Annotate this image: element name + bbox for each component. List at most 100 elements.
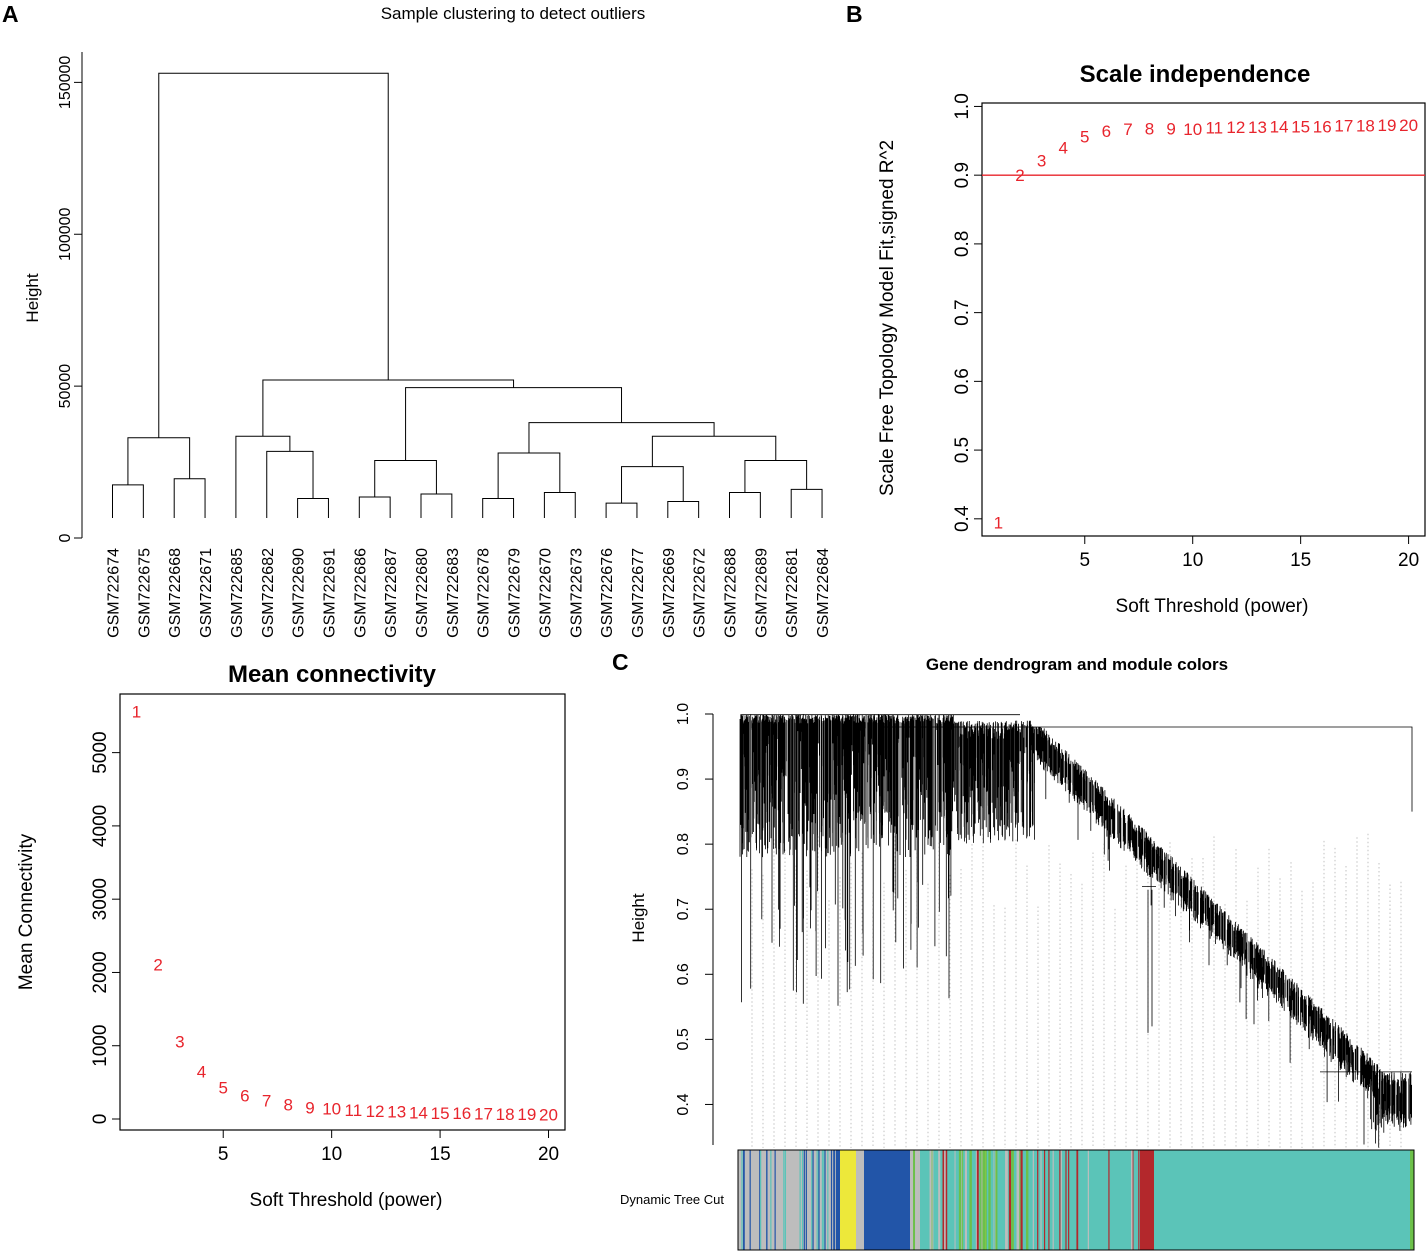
mean-connectivity-ylabel: Mean Connectivity bbox=[16, 833, 37, 990]
point-label: 14 bbox=[1270, 117, 1289, 136]
point-label: 16 bbox=[452, 1104, 471, 1123]
module-color-segment bbox=[1040, 1150, 1042, 1250]
module-color-segment bbox=[979, 1150, 981, 1250]
dendrogram-link bbox=[127, 437, 191, 485]
module-color-segment bbox=[770, 1150, 772, 1250]
module-color-segment bbox=[1011, 1150, 1014, 1250]
module-color-segment bbox=[945, 1150, 948, 1250]
scale-independence-yticks: 0.4 0.5 0.6 0.7 0.8 0.9 1.0 bbox=[952, 93, 982, 532]
point-label: 15 bbox=[431, 1104, 450, 1123]
module-color-segment bbox=[1020, 1150, 1023, 1250]
scale-independence-title: Scale independence bbox=[1080, 61, 1311, 88]
module-color-segment bbox=[821, 1150, 823, 1250]
mean-connectivity-yticks: 0 1000 2000 3000 4000 5000 bbox=[90, 731, 120, 1124]
scale-independence-plot-box bbox=[981, 102, 1426, 537]
leaf-label: GSM722685 bbox=[229, 548, 246, 638]
point-label: 6 bbox=[1102, 122, 1111, 141]
dendrogram-link bbox=[744, 460, 808, 493]
dendrogram-link bbox=[667, 501, 700, 518]
ytick-label: 0.5 bbox=[675, 1028, 692, 1050]
module-color-segment bbox=[766, 1150, 768, 1250]
ytick-label: 0 bbox=[90, 1114, 111, 1125]
point-label: 20 bbox=[1399, 116, 1418, 135]
point-label: 14 bbox=[409, 1103, 428, 1122]
dendrogram-link bbox=[621, 466, 684, 504]
leaf-label: GSM722683 bbox=[445, 548, 462, 638]
ytick-label: 0.9 bbox=[952, 162, 973, 188]
leaf-label: GSM722679 bbox=[507, 548, 524, 638]
ytick-label: 0.5 bbox=[952, 437, 973, 463]
ytick-label: 100000 bbox=[57, 207, 74, 260]
point-label: 12 bbox=[366, 1102, 385, 1121]
panel-label-c: C bbox=[612, 649, 629, 675]
point-label: 12 bbox=[1226, 118, 1245, 137]
gene-dendrogram-branches bbox=[739, 714, 1413, 1148]
point-label: 10 bbox=[1183, 120, 1202, 139]
dendrogram-link bbox=[482, 498, 515, 518]
leaf-label: GSM722690 bbox=[291, 548, 308, 638]
scale-independence-ylabel: Scale Free Topology Model Fit,signed R^2 bbox=[877, 140, 898, 496]
point-label: 18 bbox=[496, 1105, 515, 1124]
scale-independence-chart: Scale independence 0.4 0.5 0.6 0.7 0.8 0.9 1.0… bbox=[877, 61, 1426, 617]
point-label: 13 bbox=[387, 1103, 406, 1122]
leaf-label: GSM722674 bbox=[106, 548, 123, 638]
point-label: 9 bbox=[1166, 119, 1175, 138]
module-color-segment bbox=[954, 1150, 956, 1250]
module-color-segment bbox=[743, 1150, 745, 1250]
point-label: 19 bbox=[1378, 116, 1397, 135]
module-color-segment bbox=[1052, 1150, 1054, 1250]
module-color-segment bbox=[975, 1150, 978, 1250]
point-label: 16 bbox=[1313, 117, 1332, 136]
ytick-label: 3000 bbox=[90, 878, 111, 920]
point-label: 11 bbox=[345, 1101, 363, 1120]
panel-label-b: B bbox=[846, 1, 863, 27]
ytick-label: 2000 bbox=[90, 951, 111, 993]
module-color-segment bbox=[984, 1150, 987, 1250]
module-color-segment bbox=[1032, 1150, 1034, 1250]
module-color-segment bbox=[981, 1150, 983, 1250]
module-color-segment bbox=[801, 1150, 804, 1250]
xtick-label: 15 bbox=[1290, 550, 1311, 571]
module-color-segment bbox=[738, 1150, 838, 1250]
xtick-label: 5 bbox=[218, 1144, 229, 1165]
module-color-segment bbox=[1017, 1150, 1020, 1250]
module-color-segment bbox=[1048, 1150, 1050, 1250]
module-color-segment bbox=[784, 1150, 787, 1250]
module-color-segment bbox=[969, 1150, 972, 1250]
module-color-segment bbox=[929, 1150, 932, 1250]
gene-dendrogram-chart: Gene dendrogram and module colors Height… bbox=[620, 655, 1415, 1251]
dendrogram-link bbox=[262, 379, 515, 437]
point-label: 10 bbox=[322, 1100, 341, 1119]
xtick-label: 10 bbox=[1182, 550, 1203, 571]
mean-connectivity-title: Mean connectivity bbox=[228, 661, 437, 688]
module-color-segment bbox=[957, 1150, 959, 1250]
point-label: 15 bbox=[1291, 117, 1310, 136]
leaf-label: GSM722691 bbox=[321, 548, 338, 638]
point-label: 1 bbox=[132, 703, 141, 722]
sample-clustering-chart: Sample clustering to detect outliers Hei… bbox=[23, 4, 832, 638]
dendrogram-link bbox=[112, 484, 144, 518]
leaf-label: GSM722682 bbox=[260, 548, 277, 638]
module-color-bar-frame bbox=[737, 1149, 1415, 1251]
module-color-segment bbox=[988, 1150, 991, 1250]
module-color-segment bbox=[942, 1150, 946, 1250]
leaf-label: GSM722688 bbox=[723, 548, 740, 638]
mean-connectivity-plot-box bbox=[119, 693, 566, 1131]
module-color-segment bbox=[976, 1150, 979, 1250]
dendrogram-link bbox=[543, 491, 576, 518]
point-label: 17 bbox=[474, 1105, 493, 1124]
module-color-segment bbox=[944, 1150, 946, 1250]
module-color-segment bbox=[1108, 1150, 1110, 1250]
point-label: 4 bbox=[1058, 139, 1067, 158]
point-label: 3 bbox=[175, 1032, 184, 1051]
ytick-label: 0.9 bbox=[675, 768, 692, 790]
module-color-segment bbox=[774, 1150, 776, 1250]
module-color-segment bbox=[963, 1150, 965, 1250]
point-label: 18 bbox=[1356, 117, 1375, 136]
module-color-segment bbox=[760, 1150, 762, 1250]
leaf-label: GSM722668 bbox=[167, 548, 184, 638]
xtick-label: 20 bbox=[1398, 550, 1419, 571]
sample-clustering-ylabel: Height bbox=[23, 273, 42, 322]
module-color-segment bbox=[836, 1150, 840, 1250]
